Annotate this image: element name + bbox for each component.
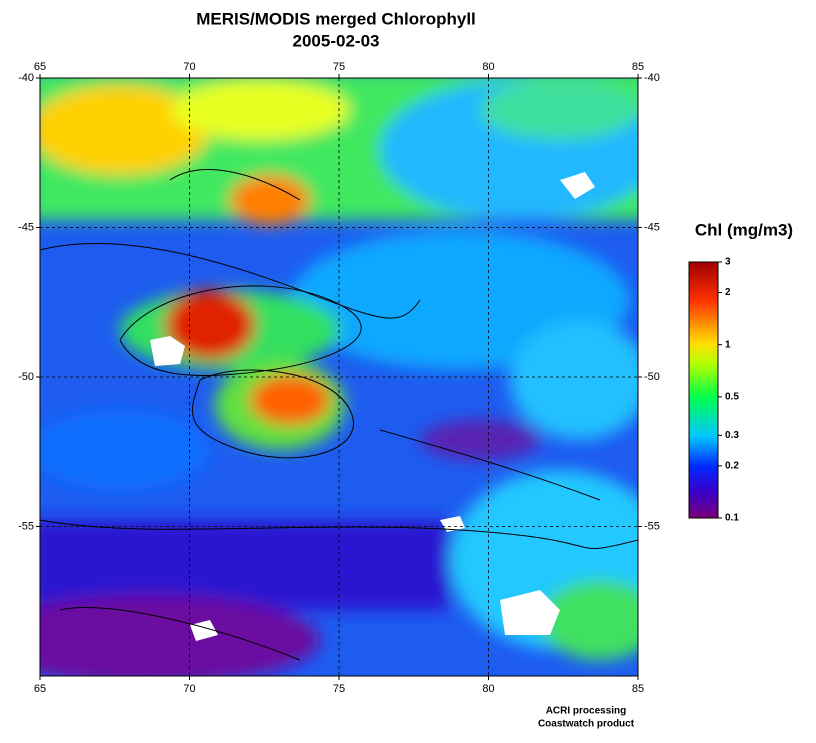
x-tick-label: 65: [34, 61, 46, 73]
colorbar-tick-label: 2: [725, 287, 731, 298]
x-tick-label: 70: [183, 683, 195, 695]
colorbar-tick-label: 3: [725, 257, 731, 268]
x-tick-label: 70: [183, 61, 195, 73]
credit: ACRI processing: [546, 706, 627, 717]
colorbar-title: Chl (mg/m3): [695, 220, 793, 239]
colorbar-tick-label: 0.5: [725, 392, 739, 403]
chlorophyll-image: [40, 78, 638, 676]
colorbar: [688, 261, 719, 519]
y-tick-label: -55: [644, 520, 660, 532]
y-tick-label: -55: [18, 520, 34, 532]
y-tick-label: -50: [18, 371, 34, 383]
y-tick-label: -40: [18, 72, 34, 84]
x-tick-label: 65: [34, 683, 46, 695]
y-tick-label: -45: [18, 221, 34, 233]
x-tick-label: 85: [632, 683, 644, 695]
y-tick-label: -50: [644, 371, 660, 383]
colorbar-tick-label: 0.3: [725, 430, 739, 441]
x-tick-label: 80: [482, 61, 494, 73]
colorbar-tick-label: 0.1: [725, 513, 739, 524]
x-tick-label: 80: [482, 683, 494, 695]
credit: Coastwatch product: [538, 719, 635, 730]
y-tick-label: -40: [644, 72, 660, 84]
colorbar-tick-label: 1: [725, 339, 731, 350]
colorbar-tick-label: 0.2: [725, 460, 739, 471]
title: MERIS/MODIS merged Chlorophyll: [196, 9, 476, 28]
x-tick-label: 75: [333, 683, 345, 695]
x-tick-label: 85: [632, 61, 644, 73]
y-tick-label: -45: [644, 221, 660, 233]
subtitle: 2005-02-03: [293, 31, 380, 50]
x-tick-label: 75: [333, 61, 345, 73]
